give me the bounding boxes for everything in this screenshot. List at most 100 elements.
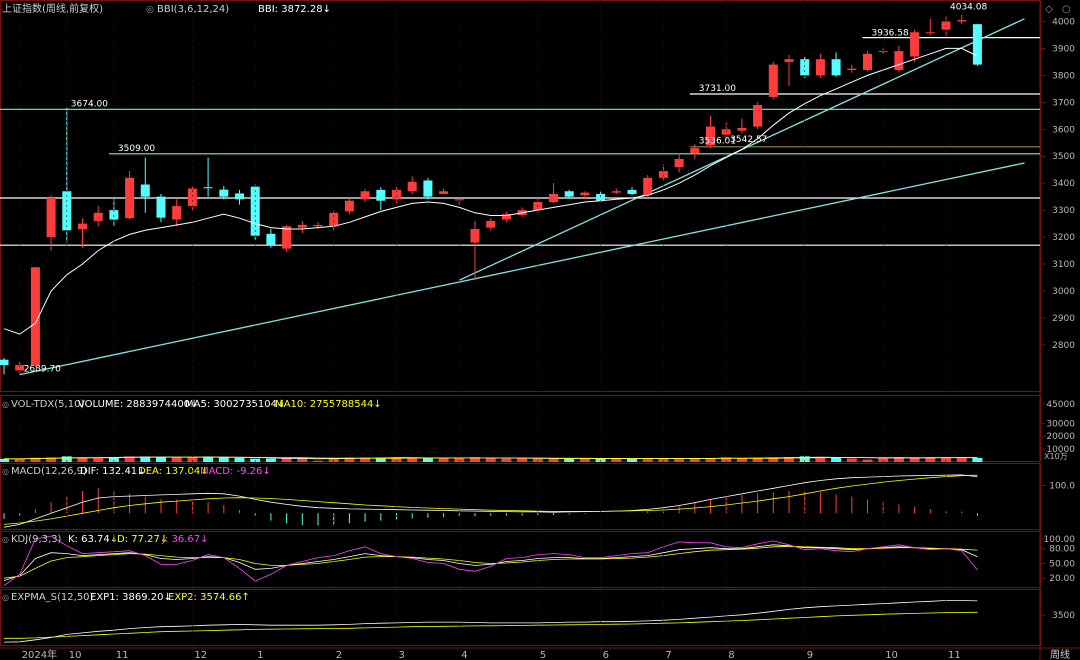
- kdj-name: KDJ(9,3,3): [11, 534, 62, 545]
- candle-body: [894, 51, 904, 70]
- x-axis-label: 10: [885, 650, 898, 660]
- expma-axis: 3500: [1040, 611, 1075, 621]
- kdj-header: ◎ KDJ(9,3,3) K: 63.74↓ D: 77.27↓ J: 36.6…: [2, 534, 209, 545]
- dropdown-icon: ◎: [2, 467, 9, 476]
- candle: [753, 102, 763, 130]
- candle: [297, 220, 307, 234]
- macd-panel[interactable]: 100.0 ◎ MACD(12,26,9) DIF: 132.41↓ DEA: …: [2, 466, 1075, 528]
- volume-bar: [752, 458, 763, 462]
- x-axis-label: 10: [69, 650, 82, 660]
- axis-tick-label: 80.00: [1049, 545, 1075, 555]
- volume-bar: [313, 460, 323, 462]
- volume-panel[interactable]: 10000 20000 30000 45000 X10万 ◎ VOL-TDX(5,10…: [0, 399, 1075, 462]
- volume-bar: [422, 458, 433, 462]
- x-axis-label: 3: [399, 650, 405, 660]
- candle-body: [737, 127, 747, 131]
- axis-tick-label: 3900: [1052, 44, 1075, 54]
- expma-exp2: EXP2: 3574.66↑: [168, 592, 250, 603]
- axis-tick-label: 3600: [1052, 125, 1075, 135]
- axis-tick-label: 3500: [1052, 152, 1075, 162]
- volume-bar: [171, 457, 182, 462]
- volume-bar: [517, 458, 528, 462]
- x-axis-label: 9: [807, 650, 813, 660]
- price-annotation: 3936.58: [872, 29, 909, 39]
- volume-bar: [234, 457, 245, 462]
- candle: [815, 53, 825, 79]
- axis-tick-label: 20.00: [1049, 574, 1075, 584]
- candlestick-series[interactable]: [0, 14, 982, 375]
- d-line: [3, 545, 978, 579]
- x-axis-label: 4: [461, 650, 467, 660]
- dropdown-icon: ◎: [2, 535, 9, 544]
- volume-bar: [846, 458, 857, 462]
- candle: [30, 266, 40, 367]
- diamond-icon: ◇: [1045, 4, 1053, 15]
- candle: [219, 185, 229, 200]
- x-axis-label: 1: [257, 650, 263, 660]
- candle: [674, 153, 684, 173]
- k-line: [3, 544, 978, 581]
- candle-body: [486, 220, 496, 228]
- candle: [78, 218, 87, 248]
- volume-bar: [360, 457, 371, 462]
- candle-body: [203, 187, 213, 189]
- candle: [203, 157, 213, 197]
- expma-panel[interactable]: 3500 ◎ EXPMA_S(12,50) EXP1: 3869.20↓ EXP…: [2, 592, 1075, 643]
- candle-body: [30, 267, 40, 366]
- candle: [972, 24, 982, 66]
- dropdown-icon[interactable]: ◎: [146, 5, 154, 15]
- candle: [376, 187, 386, 211]
- candle-body: [140, 184, 150, 197]
- candle-body: [611, 191, 621, 193]
- volume-bar: [689, 458, 700, 462]
- volume-bar: [564, 458, 575, 462]
- volume-bar: [156, 457, 166, 462]
- macd-name: MACD(12,26,9): [11, 466, 87, 477]
- candle-body: [172, 206, 182, 220]
- period-label[interactable]: 周线: [1050, 648, 1070, 660]
- kdj-j: J: 36.67↓: [161, 534, 209, 545]
- x-axis-label: 5: [540, 650, 546, 660]
- candle: [894, 45, 904, 73]
- x-axis-label: 6: [603, 650, 609, 660]
- main-header: 上证指数(周线,前复权) ◎ BBI(3,6,12,24) BBI: 3872.…: [2, 2, 331, 15]
- dea-line: [3, 474, 978, 525]
- volume-bar: [611, 458, 622, 462]
- candle-body: [690, 148, 700, 154]
- volume-bar: [784, 457, 794, 462]
- candle: [93, 206, 103, 227]
- candle-body: [847, 68, 857, 70]
- vol-name: VOL-TDX(5,10): [11, 399, 84, 410]
- settings-icon: ○: [1062, 4, 1071, 15]
- top-right-icons[interactable]: ◇ ○: [1045, 4, 1071, 15]
- candle-body: [360, 191, 370, 200]
- volume-bar: [941, 457, 951, 462]
- x-axis-label: 12: [194, 650, 207, 660]
- volume-bar: [972, 457, 983, 462]
- vol-volume: VOLUME: 2883974400↓: [78, 399, 198, 410]
- candle-body: [93, 212, 103, 221]
- price-annotation: 3536.01: [699, 137, 736, 147]
- candle-body: [501, 214, 511, 220]
- volume-bar: [831, 457, 842, 462]
- volume-bar: [203, 456, 214, 462]
- candle-body: [564, 191, 574, 197]
- expma-exp1: EXP1: 3869.20↓: [90, 592, 172, 603]
- expma-name: EXPMA_S(12,50): [11, 592, 94, 603]
- volume-bar: [815, 457, 826, 462]
- vol-ma10: MA10: 2755788544↓: [275, 399, 382, 410]
- macd-dea: DEA: 137.04↓: [138, 466, 209, 477]
- candle: [266, 228, 276, 248]
- volume-bar: [77, 457, 88, 462]
- axis-tick-label: 100.0: [1049, 481, 1075, 491]
- candle-body: [658, 171, 668, 178]
- candle-body: [784, 59, 794, 62]
- candle-body: [972, 24, 982, 65]
- candle-body: [235, 193, 244, 200]
- candle: [800, 56, 810, 79]
- candle: [156, 193, 166, 223]
